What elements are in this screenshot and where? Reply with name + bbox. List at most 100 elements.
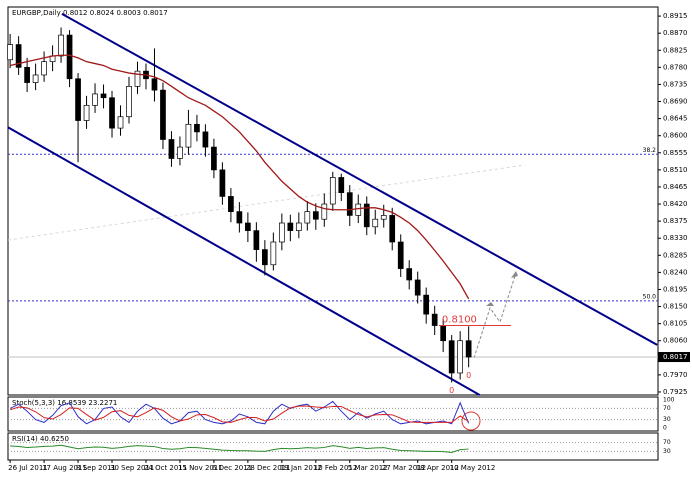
y-tick-label: 0.7970 bbox=[663, 371, 688, 379]
candle-body bbox=[406, 268, 413, 281]
candle-body bbox=[236, 211, 243, 224]
y-tick-label: 0.7925 bbox=[663, 388, 688, 396]
y-tick-label: 0.8285 bbox=[663, 251, 688, 259]
stoch-panel bbox=[7, 396, 659, 432]
candle-body bbox=[32, 74, 39, 83]
candle-body bbox=[41, 61, 47, 76]
marker-label: 0.8100 bbox=[442, 315, 477, 326]
candle-body bbox=[75, 78, 81, 121]
last-price-label: 0.8017 bbox=[663, 353, 688, 361]
candle-body bbox=[151, 78, 158, 91]
x-tick-label: 26 Jul 2011 bbox=[8, 464, 48, 472]
x-tick-label: 15 Nov 2011 bbox=[178, 464, 223, 472]
x-tick-label: 30 Sep 2011 bbox=[110, 464, 154, 472]
x-tick-label: 5 Mar 2012 bbox=[348, 464, 388, 472]
y-tick-label: 0.8600 bbox=[663, 132, 688, 140]
y-tick-label: 70 bbox=[663, 439, 671, 446]
chart-title: EURGBP,Daily 0.8012 0.8024 0.8003 0.8017 bbox=[12, 9, 168, 17]
y-tick-label: 0.8420 bbox=[663, 200, 688, 208]
rsi-panel bbox=[7, 432, 659, 461]
x-tick-label: 17 Aug 2011 bbox=[42, 464, 87, 472]
candle-body bbox=[338, 177, 345, 193]
candle-body bbox=[117, 116, 124, 129]
y-tick-label: 0.8195 bbox=[663, 285, 688, 293]
candle-body bbox=[185, 123, 192, 148]
candle-body bbox=[287, 222, 294, 231]
candle-body bbox=[262, 249, 268, 266]
x-tick-label: 8 Sep 2011 bbox=[76, 464, 116, 472]
y-tick-label: 0.8240 bbox=[663, 268, 688, 276]
candle-body bbox=[58, 34, 64, 57]
candle-body bbox=[329, 177, 336, 205]
candle-body bbox=[355, 203, 362, 216]
y-tick-label: 0.8150 bbox=[663, 303, 688, 311]
stoch-title: Stoch(5,3,3) 16.8539 23.2271 bbox=[12, 399, 117, 407]
x-tick-label: 27 Mar 2012 bbox=[382, 464, 426, 472]
candle-body bbox=[211, 146, 217, 171]
y-tick-label: 0.8555 bbox=[663, 149, 688, 157]
candle-body bbox=[363, 203, 370, 228]
rsi-title: RSI(14) 40.6250 bbox=[12, 435, 69, 443]
y-tick-label: 0.8465 bbox=[663, 183, 688, 191]
last-price-box bbox=[658, 352, 690, 363]
candle-body bbox=[372, 218, 379, 228]
candle-body bbox=[160, 89, 166, 140]
x-tick-label: 24 Oct 2011 bbox=[144, 464, 187, 472]
candle-body bbox=[202, 131, 209, 148]
candle-body bbox=[389, 215, 396, 243]
candle-body bbox=[219, 169, 226, 197]
x-tick-label: 18 Apr 2012 bbox=[416, 464, 459, 472]
x-tick-label: 19 Jan 2012 bbox=[280, 464, 322, 472]
candle-body bbox=[414, 279, 421, 296]
candle-body bbox=[457, 340, 464, 374]
y-tick-label: 0.8915 bbox=[663, 12, 688, 20]
candle-body bbox=[100, 93, 107, 99]
candle-body bbox=[7, 44, 13, 61]
y-tick-label: 0.8060 bbox=[663, 337, 688, 345]
indicator-line bbox=[9, 405, 469, 423]
y-tick-label: 0.8780 bbox=[663, 63, 688, 71]
low-label: 0 bbox=[449, 386, 454, 395]
y-tick-label: 70 bbox=[663, 405, 671, 412]
y-tick-label: 0.8825 bbox=[663, 46, 688, 54]
y-tick-label: 0.8735 bbox=[663, 80, 688, 88]
indicator-line bbox=[9, 400, 470, 425]
candle-body bbox=[270, 241, 277, 266]
arrow-head bbox=[486, 302, 494, 306]
y-tick-label: 0.8645 bbox=[663, 115, 688, 123]
candle-body bbox=[15, 44, 22, 68]
candle-body bbox=[177, 146, 183, 159]
y-tick-label: 0 bbox=[663, 425, 667, 432]
candle-body bbox=[134, 70, 141, 87]
x-tick-label: 10 May 2012 bbox=[450, 464, 496, 472]
level-label: 38.2 bbox=[643, 147, 657, 154]
y-tick-label: 0.8105 bbox=[663, 320, 688, 328]
y-tick-label: 0.8510 bbox=[663, 166, 688, 174]
candle-body bbox=[109, 97, 115, 129]
candle-body bbox=[465, 340, 472, 358]
candle-body bbox=[194, 123, 200, 133]
candle-body bbox=[66, 34, 73, 80]
candle-body bbox=[346, 192, 353, 216]
candle-body bbox=[92, 93, 98, 106]
candle-body bbox=[83, 104, 90, 121]
y-tick-label: 0.8870 bbox=[663, 29, 688, 37]
channel-line bbox=[61, 12, 658, 346]
candle-body bbox=[440, 325, 447, 342]
candle-body bbox=[24, 67, 30, 83]
candle-body bbox=[168, 139, 175, 159]
candle-body bbox=[423, 294, 430, 315]
y-tick-label: 30 bbox=[663, 416, 671, 423]
arrow-head bbox=[511, 271, 518, 278]
low-label: 0 bbox=[466, 371, 471, 380]
candle-body bbox=[321, 203, 328, 220]
candle-body bbox=[448, 340, 455, 374]
candle-body bbox=[295, 222, 302, 231]
projection-arrow bbox=[473, 275, 516, 359]
candle-body bbox=[397, 241, 404, 269]
y-tick-label: 0.8375 bbox=[663, 217, 688, 225]
candle-body bbox=[245, 222, 251, 231]
candle-body bbox=[380, 215, 387, 220]
highlight-circle bbox=[461, 411, 481, 431]
